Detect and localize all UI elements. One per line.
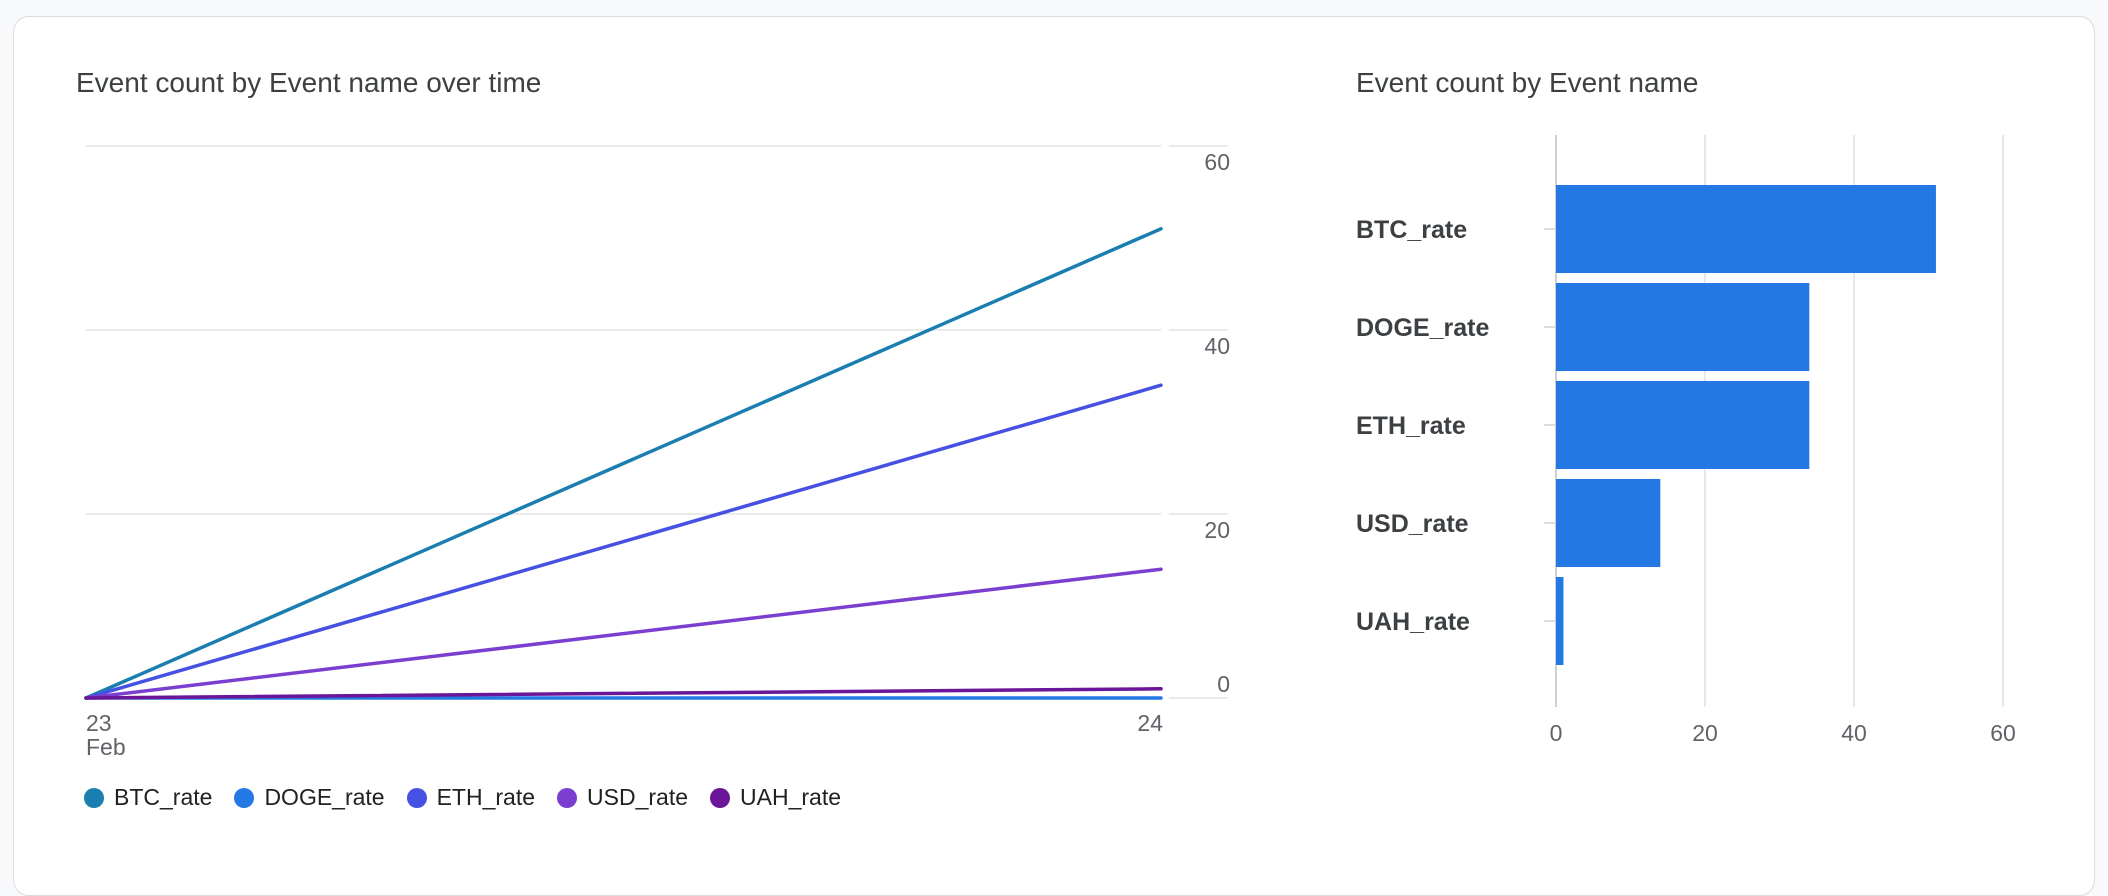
legend-item[interactable]: BTC_rate bbox=[84, 784, 212, 811]
legend-label: BTC_rate bbox=[114, 784, 213, 810]
legend-dot-icon bbox=[234, 787, 255, 808]
y-tick-label: 0 bbox=[1217, 671, 1230, 697]
legend-item[interactable]: UAH_rate bbox=[710, 784, 841, 811]
legend-dot-icon bbox=[557, 787, 578, 808]
line-chart-title: Event count by Event name over time bbox=[76, 67, 542, 98]
series-line-uah-rate bbox=[84, 687, 1163, 700]
legend-item[interactable]: DOGE_rate bbox=[234, 784, 385, 811]
x-tick-label: 24 bbox=[1137, 710, 1163, 736]
line-chart-legend: BTC_rate DOGE_rate ETH_rate USD_rate UAH_rat… bbox=[84, 784, 863, 811]
y-tick-label: 20 bbox=[1204, 517, 1230, 543]
x-tick-label: 23 bbox=[86, 710, 112, 736]
series-line-eth-rate bbox=[84, 383, 1163, 700]
x-tick-sublabel: Feb bbox=[86, 734, 126, 760]
legend-item[interactable]: USD_rate bbox=[557, 784, 688, 811]
series-line-usd-rate bbox=[84, 567, 1163, 700]
legend-label: ETH_rate bbox=[436, 784, 536, 810]
bar-chart-title: Event count by Event name bbox=[1356, 67, 1699, 98]
y-tick-label: 40 bbox=[1204, 333, 1230, 359]
legend-label: USD_rate bbox=[587, 784, 689, 810]
legend-item[interactable]: ETH_rate bbox=[406, 784, 536, 811]
legend-dot-icon bbox=[406, 787, 427, 808]
legend-label: DOGE_rate bbox=[264, 784, 385, 810]
y-tick-label: 60 bbox=[1204, 149, 1230, 175]
legend-dot-icon bbox=[710, 787, 731, 808]
series-line-btc-rate bbox=[84, 227, 1163, 700]
legend-label: UAH_rate bbox=[740, 784, 841, 810]
legend-dot-icon bbox=[84, 787, 104, 808]
